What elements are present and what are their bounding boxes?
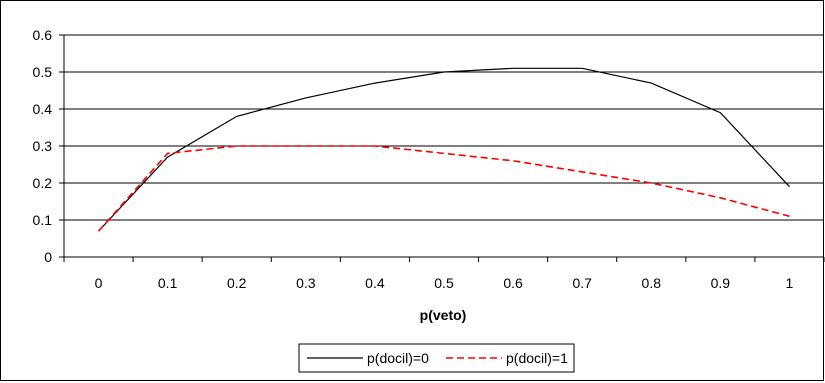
y-tick-label: 0 [44,249,52,265]
legend-label-series-1: p(docil)=1 [506,350,568,366]
series-line-1 [97,145,790,232]
x-tick-label: 0.9 [711,275,731,291]
x-tick-label: 0.8 [642,275,662,291]
legend: p(docil)=0 p(docil)=1 [298,343,575,373]
y-tick-label: 0.6 [33,27,53,43]
series-line-0 [98,67,790,232]
x-tick-label: 1 [786,275,794,291]
y-tick-label: 0.5 [33,64,53,80]
x-tick-label: 0.1 [158,275,178,291]
axes [59,34,825,262]
y-tick-label: 0.1 [33,212,53,228]
x-axis-title: p(veto) [420,307,467,323]
grid-lines [64,34,824,221]
x-tick-label: 0.4 [365,275,385,291]
x-tick-label: 0.6 [503,275,523,291]
legend-label-series-0: p(docil)=0 [367,350,429,366]
series-lines [97,67,790,232]
x-tick-label: 0 [95,275,103,291]
y-tick-label: 0.4 [33,101,53,117]
x-tick-label: 0.2 [227,275,247,291]
x-tick-label: 0.5 [434,275,454,291]
x-tick-label: 0.3 [296,275,316,291]
y-tick-label: 0.3 [33,138,53,154]
x-tick-label: 0.7 [572,275,592,291]
y-tick-label: 0.2 [33,175,53,191]
tick-labels: 0 0.1 0.2 0.3 0.4 0.5 0.6 0 0.1 0.2 0.3 0.4 0.5 0.6 0.… [33,27,794,291]
